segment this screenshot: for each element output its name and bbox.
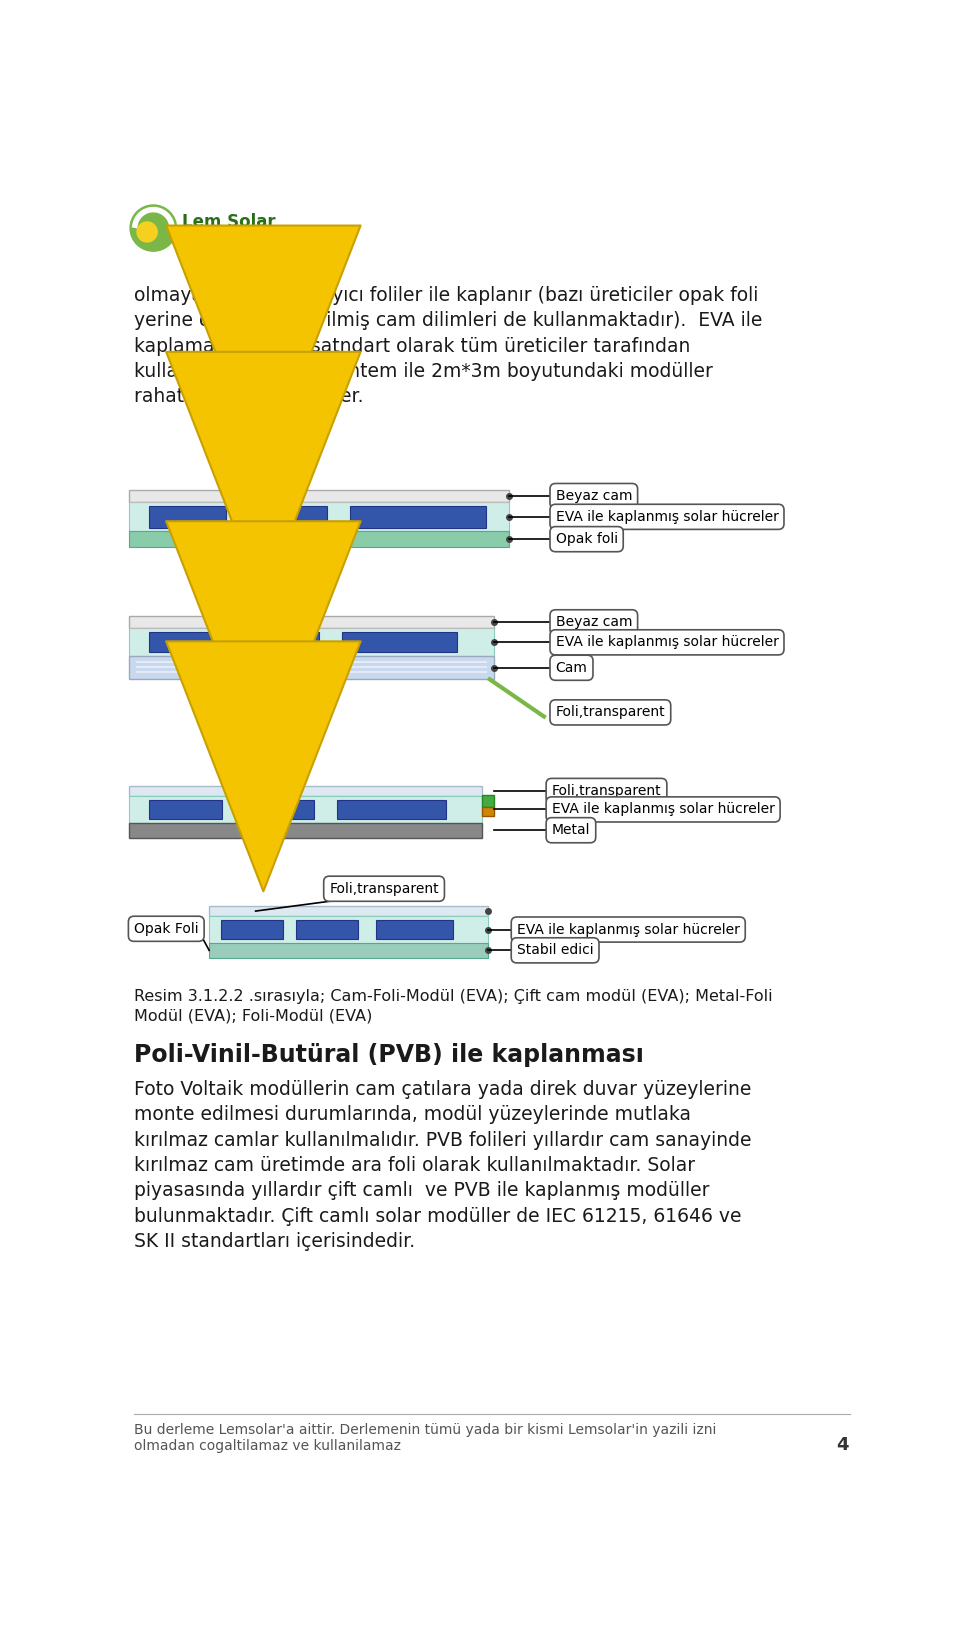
Text: monte edilmesi durumlarında, modül yüzeylerinde mutlaka: monte edilmesi durumlarında, modül yüzey…	[134, 1105, 691, 1124]
FancyBboxPatch shape	[246, 633, 319, 653]
FancyBboxPatch shape	[130, 490, 509, 501]
Text: SK II standartları içerisindedir.: SK II standartları içerisindedir.	[134, 1231, 415, 1251]
FancyBboxPatch shape	[209, 916, 488, 942]
FancyBboxPatch shape	[482, 807, 494, 817]
Text: Lem Solar: Lem Solar	[182, 214, 276, 230]
Text: EVA ile kaplanmış solar hücreler: EVA ile kaplanmış solar hücreler	[556, 635, 779, 649]
FancyBboxPatch shape	[250, 506, 327, 528]
FancyBboxPatch shape	[149, 633, 225, 653]
Text: kırılmaz cam üretimde ara foli olarak kullanılmaktadır. Solar: kırılmaz cam üretimde ara foli olarak ku…	[134, 1156, 695, 1175]
FancyBboxPatch shape	[350, 506, 486, 528]
FancyBboxPatch shape	[209, 906, 488, 916]
Text: 4: 4	[836, 1435, 849, 1453]
FancyBboxPatch shape	[343, 633, 457, 653]
Text: Metal: Metal	[552, 824, 590, 837]
Text: Poli-Vinil-Butüral (PVB) ile kaplanması: Poli-Vinil-Butüral (PVB) ile kaplanması	[134, 1042, 644, 1067]
Text: EVA ile kaplanmış solar hücreler: EVA ile kaplanmış solar hücreler	[556, 510, 779, 524]
Circle shape	[137, 222, 157, 242]
FancyBboxPatch shape	[149, 801, 223, 819]
Text: Beyaz cam: Beyaz cam	[556, 615, 632, 630]
Text: EVA ile kaplanmış solar hücreler: EVA ile kaplanmış solar hücreler	[552, 802, 775, 817]
FancyBboxPatch shape	[375, 921, 453, 939]
FancyBboxPatch shape	[221, 921, 283, 939]
Text: Foli,transparent: Foli,transparent	[556, 705, 665, 720]
FancyBboxPatch shape	[130, 501, 509, 531]
FancyBboxPatch shape	[209, 942, 488, 958]
FancyBboxPatch shape	[130, 628, 493, 656]
Text: piyasasında yıllardır çift camlı  ve PVB ile kaplanmış modüller: piyasasında yıllardır çift camlı ve PVB …	[134, 1182, 709, 1200]
Text: olmadan cogaltilamaz ve kullanilamaz: olmadan cogaltilamaz ve kullanilamaz	[134, 1438, 401, 1453]
FancyBboxPatch shape	[130, 616, 493, 628]
Text: TÜRKİYE: TÜRKİYE	[182, 229, 226, 240]
Text: Resim 3.1.2.2 .sırasıyla; Cam-Foli-Modül (EVA); Çift cam modül (EVA); Metal-Foli: Resim 3.1.2.2 .sırasıyla; Cam-Foli-Modül…	[134, 988, 773, 1004]
FancyBboxPatch shape	[130, 786, 482, 796]
FancyBboxPatch shape	[130, 822, 482, 838]
Text: Opak Foli: Opak Foli	[134, 922, 199, 935]
Text: rahatlıkla işlem görürler.: rahatlıkla işlem görürler.	[134, 388, 364, 406]
Text: bulunmaktadır. Çift camlı solar modüller de IEC 61215, 61646 ve: bulunmaktadır. Çift camlı solar modüller…	[134, 1207, 741, 1226]
FancyBboxPatch shape	[130, 796, 482, 822]
Text: kaplama metodu , satndart olarak tüm üreticiler tarafından: kaplama metodu , satndart olarak tüm üre…	[134, 337, 690, 355]
FancyBboxPatch shape	[130, 531, 509, 547]
FancyBboxPatch shape	[130, 656, 493, 679]
FancyBboxPatch shape	[482, 794, 494, 807]
Text: Cam: Cam	[556, 661, 588, 674]
Text: Beyaz cam: Beyaz cam	[556, 488, 632, 503]
Text: yerine özel sertleştirilmiş cam dilimleri de kullanmaktadır).  EVA ile: yerine özel sertleştirilmiş cam dilimler…	[134, 311, 762, 330]
Text: Foli,transparent: Foli,transparent	[552, 784, 661, 797]
FancyBboxPatch shape	[244, 801, 314, 819]
Text: olmayan-opak- bağlayıcı foliler ile kaplanır (bazı üreticiler opak foli: olmayan-opak- bağlayıcı foliler ile kapl…	[134, 286, 758, 306]
Text: kırılmaz camlar kullanılmalıdır. PVB folileri yıllardır cam sanayinde: kırılmaz camlar kullanılmalıdır. PVB fol…	[134, 1131, 752, 1149]
Text: EVA ile kaplanmış solar hücreler: EVA ile kaplanmış solar hücreler	[516, 922, 739, 937]
FancyBboxPatch shape	[337, 801, 445, 819]
Text: kullanılmaktadır. Bu yöntem ile 2m*3m boyutundaki modüller: kullanılmaktadır. Bu yöntem ile 2m*3m bo…	[134, 362, 713, 381]
Text: Stabil edici: Stabil edici	[516, 944, 593, 957]
Text: Bu derleme Lemsolar'a aittir. Derlemenin tümü yada bir kismi Lemsolar'in yazili : Bu derleme Lemsolar'a aittir. Derlemenin…	[134, 1424, 716, 1437]
FancyBboxPatch shape	[296, 921, 358, 939]
Circle shape	[130, 206, 177, 252]
Text: Opak foli: Opak foli	[556, 533, 617, 546]
Text: Foli,transparent: Foli,transparent	[329, 881, 439, 896]
FancyBboxPatch shape	[149, 506, 227, 528]
Text: Modül (EVA); Foli-Modül (EVA): Modül (EVA); Foli-Modül (EVA)	[134, 1009, 372, 1024]
Text: Foto Voltaik modüllerin cam çatılara yada direk duvar yüzeylerine: Foto Voltaik modüllerin cam çatılara yad…	[134, 1080, 752, 1098]
